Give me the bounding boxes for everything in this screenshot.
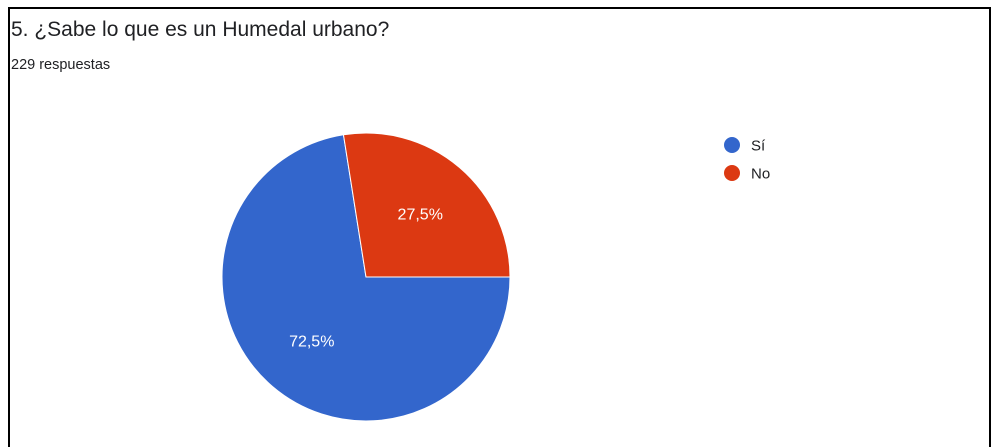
pie-slice-no [342, 132, 511, 278]
chart-legend: Sí No [724, 137, 770, 183]
legend-label: Sí [751, 138, 766, 155]
pie-slice-label: 27,5% [398, 206, 443, 223]
question-title: 5. ¿Sabe lo que es un Humedal urbano? [11, 18, 390, 41]
pie-slice-labels: 72,5% 27,5% [289, 206, 443, 350]
legend-label: No [751, 166, 770, 183]
legend-swatch [724, 137, 740, 153]
pie-slices [221, 132, 511, 422]
pie-slice-label: 72,5% [289, 334, 334, 351]
response-count: 229 respuestas [11, 57, 111, 73]
pie-slice-si [221, 134, 511, 422]
legend-swatch [724, 165, 740, 181]
